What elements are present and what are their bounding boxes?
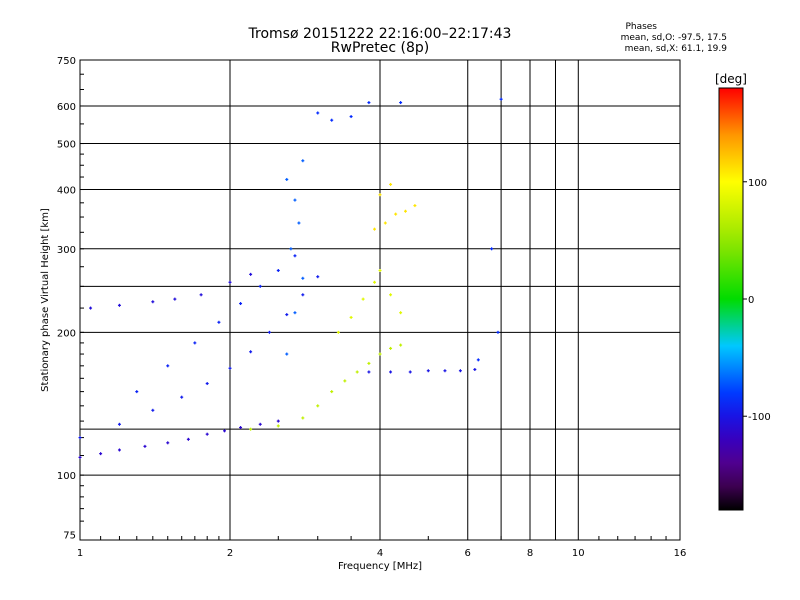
y-tick-label: 200 (57, 328, 76, 339)
y-tick-label: 75 (63, 530, 76, 541)
y-tick-label: 400 (57, 186, 76, 197)
colorbar-tick-label: -100 (748, 412, 771, 423)
colorbar (718, 87, 744, 511)
y-tick-label: 300 (57, 245, 76, 256)
colorbar-label: [deg] (715, 72, 747, 86)
x-axis-label: Frequency [MHz] (338, 561, 422, 572)
stats-o-line: mean, sd,O: -97.5, 17.5 (620, 33, 727, 43)
colorbar-tick-label: 0 (748, 295, 754, 306)
y-tick-label: 600 (57, 102, 76, 113)
x-tick-label: 4 (377, 548, 383, 559)
colorbar-tick-label: 100 (748, 178, 767, 189)
x-tick-label: 8 (527, 548, 533, 559)
x-tick-label: 6 (465, 548, 471, 559)
y-tick-label: 100 (57, 471, 76, 482)
x-tick-label: 10 (572, 548, 585, 559)
y-tick-label: 750 (57, 56, 76, 67)
x-tick-label: 2 (227, 548, 233, 559)
chart-subtitle: RwPretec (8p) (330, 40, 430, 56)
stats-heading: Phases (625, 22, 657, 32)
y-axis-label: Stationary phase Virtual Height [km] (40, 208, 51, 392)
stats-x-line: mean, sd,X: 61.1, 19.9 (624, 44, 727, 54)
x-tick-label: 16 (674, 548, 687, 559)
x-tick-label: 1 (77, 548, 83, 559)
chart-title: Tromsø 20151222 22:16:00–22:17:43 (248, 26, 512, 42)
y-tick-label: 500 (57, 140, 76, 151)
